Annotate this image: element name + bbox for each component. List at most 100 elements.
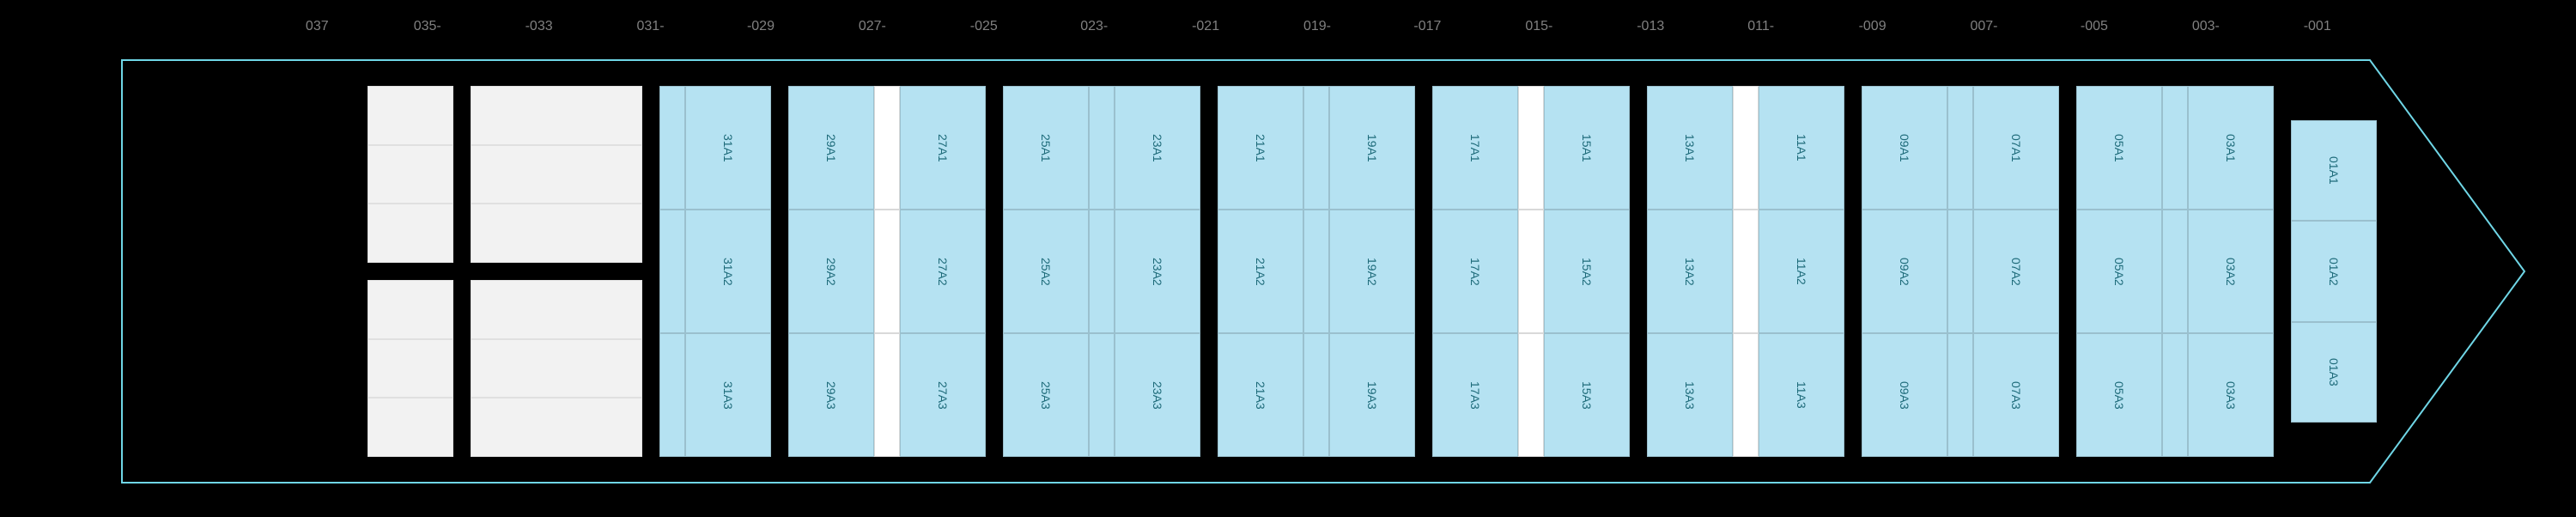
bay-03[interactable]: 03A103A203A3 [2188, 86, 2274, 457]
bay-05[interactable]: 05A1 05A2 05A3 [2076, 86, 2162, 457]
slot[interactable] [1518, 210, 1544, 333]
slot[interactable] [1303, 333, 1329, 457]
bay-23[interactable]: 23A123A223A3 [1115, 86, 1200, 457]
slot[interactable] [1303, 86, 1329, 210]
slot-17A3[interactable]: 17A3 [1432, 333, 1518, 457]
slot[interactable] [874, 86, 900, 210]
slot[interactable] [1089, 210, 1115, 333]
bay-32[interactable] [659, 86, 685, 457]
slot-17A2[interactable]: 17A2 [1432, 210, 1518, 333]
bay-25[interactable]: 25A125A225A3 [1003, 86, 1089, 457]
slot-13A1[interactable]: 13A1 [1647, 86, 1733, 210]
slot-05A3[interactable]: 05A3 [2076, 333, 2162, 457]
slot-15A1[interactable]: 15A1 [1544, 86, 1630, 210]
slot-27A2[interactable]: 27A2 [900, 210, 986, 333]
slot[interactable] [2162, 86, 2188, 210]
slot[interactable] [1947, 86, 1973, 210]
slot-25A1[interactable]: 25A1 [1003, 86, 1089, 210]
slot-03A2[interactable]: 03A2 [2188, 210, 2274, 333]
slot-29A2[interactable]: 29A2 [788, 210, 874, 333]
slot[interactable] [659, 333, 685, 457]
slot[interactable] [1089, 333, 1115, 457]
slot[interactable] [1733, 86, 1759, 210]
slot[interactable] [1733, 333, 1759, 457]
slot-15A2[interactable]: 15A2 [1544, 210, 1630, 333]
slot[interactable] [1518, 86, 1544, 210]
slot-23A3[interactable]: 23A3 [1115, 333, 1200, 457]
slot-25A3[interactable]: 25A3 [1003, 333, 1089, 457]
slot-03A3[interactable]: 03A3 [2188, 333, 2274, 457]
slot-21A2[interactable]: 21A2 [1218, 210, 1303, 333]
slot[interactable] [1089, 86, 1115, 210]
slot[interactable] [1947, 210, 1973, 333]
bay-27[interactable]: 27A127A227A3 [900, 86, 986, 457]
slot-03A1[interactable]: 03A1 [2188, 86, 2274, 210]
slot-09A2[interactable]: 09A2 [1862, 210, 1947, 333]
slot[interactable] [1303, 210, 1329, 333]
bay-21[interactable]: 21A121A221A3 [1218, 86, 1303, 457]
bay-01[interactable]: 01A101A201A3 [2291, 120, 2377, 423]
slot-01A3[interactable]: 01A3 [2291, 322, 2377, 423]
slot-01A1[interactable]: 01A1 [2291, 120, 2377, 221]
slot-label: 05A2 [2112, 258, 2126, 286]
slot-11A2[interactable]: 11A2 [1759, 210, 1844, 333]
slot[interactable] [1518, 333, 1544, 457]
slot-07A3[interactable]: 07A3 [1973, 333, 2059, 457]
bay-04[interactable] [2162, 86, 2188, 457]
bay-11[interactable]: 11A111A211A3 [1759, 86, 1844, 457]
slot[interactable] [874, 210, 900, 333]
bay-axis-label: -017 [1413, 19, 1441, 34]
bay-29[interactable]: 29A129A229A3 [788, 86, 874, 457]
slot[interactable] [659, 210, 685, 333]
slot-27A1[interactable]: 27A1 [900, 86, 986, 210]
slot-19A1[interactable]: 19A1 [1329, 86, 1415, 210]
bay-13[interactable]: 13A113A213A3 [1647, 86, 1733, 457]
slot-23A2[interactable]: 23A2 [1115, 210, 1200, 333]
bay-17[interactable]: 17A117A217A3 [1432, 86, 1518, 457]
slot-01A2[interactable]: 01A2 [2291, 221, 2377, 321]
slot-11A1[interactable]: 11A1 [1759, 86, 1844, 210]
slot-21A3[interactable]: 21A3 [1218, 333, 1303, 457]
slot[interactable] [659, 86, 685, 210]
bay-07[interactable]: 07A107A207A3 [1973, 86, 2059, 457]
slot-17A1[interactable]: 17A1 [1432, 86, 1518, 210]
slot-05A2[interactable]: 05A2 [2076, 210, 2162, 333]
bay-24[interactable] [1089, 86, 1115, 457]
slot-07A1[interactable]: 07A1 [1973, 86, 2059, 210]
slot-15A3[interactable]: 15A3 [1544, 333, 1630, 457]
slot-31A2[interactable]: 31A2 [685, 210, 771, 333]
slot-09A3[interactable]: 09A3 [1862, 333, 1947, 457]
slot[interactable] [2162, 333, 2188, 457]
slot-29A3[interactable]: 29A3 [788, 333, 874, 457]
slot-05A1[interactable]: 05A1 [2076, 86, 2162, 210]
slot-31A1[interactable]: 31A1 [685, 86, 771, 210]
slot[interactable] [2162, 210, 2188, 333]
slot-21A1[interactable]: 21A1 [1218, 86, 1303, 210]
slot-31A3[interactable]: 31A3 [685, 333, 771, 457]
bay-31[interactable]: 31A131A231A3 [685, 86, 771, 457]
slot-19A3[interactable]: 19A3 [1329, 333, 1415, 457]
slot-13A2[interactable]: 13A2 [1647, 210, 1733, 333]
slot-09A1[interactable]: 09A1 [1862, 86, 1947, 210]
structure-cell [368, 398, 453, 457]
bay-12[interactable] [1733, 86, 1759, 457]
bay-09[interactable]: 09A109A209A3 [1862, 86, 1947, 457]
bay-16[interactable] [1518, 86, 1544, 457]
slot[interactable] [1733, 210, 1759, 333]
slot-11A3[interactable]: 11A3 [1759, 333, 1844, 457]
slot[interactable] [1947, 333, 1973, 457]
slot[interactable] [874, 333, 900, 457]
bay-15[interactable]: 15A115A215A3 [1544, 86, 1630, 457]
slot-23A1[interactable]: 23A1 [1115, 86, 1200, 210]
bay-19[interactable]: 19A1 19A219A3 [1329, 86, 1415, 457]
slot-25A2[interactable]: 25A2 [1003, 210, 1089, 333]
slot-27A3[interactable]: 27A3 [900, 333, 986, 457]
bay-20[interactable] [1303, 86, 1329, 457]
slot-label: 19A1 [1365, 134, 1379, 162]
bay-28[interactable] [874, 86, 900, 457]
slot-19A2[interactable]: 19A2 [1329, 210, 1415, 333]
bay-08[interactable] [1947, 86, 1973, 457]
slot-29A1[interactable]: 29A1 [788, 86, 874, 210]
slot-07A2[interactable]: 07A2 [1973, 210, 2059, 333]
slot-13A3[interactable]: 13A3 [1647, 333, 1733, 457]
